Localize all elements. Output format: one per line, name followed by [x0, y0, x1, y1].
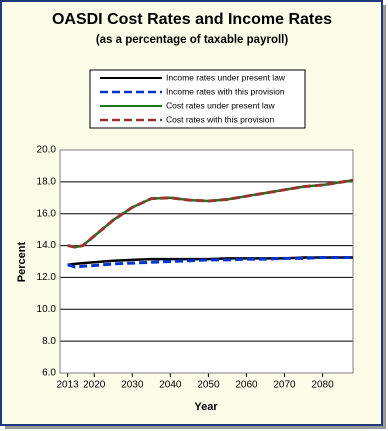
y-tick-label: 12.0 — [37, 272, 57, 283]
x-axis-label: Year — [194, 401, 218, 413]
x-tick-label: 2060 — [235, 380, 258, 391]
chart-title: OASDI Cost Rates and Income Rates — [52, 11, 332, 28]
x-tick-label: 2050 — [197, 380, 220, 391]
legend-label: Income rates under present law — [166, 72, 286, 82]
y-tick-label: 8.0 — [42, 336, 56, 347]
plot-border — [59, 149, 354, 374]
legend-label: Cost rates with this provision — [166, 114, 274, 124]
y-axis-label: Percent — [16, 241, 28, 282]
y-tick-label: 18.0 — [37, 176, 57, 187]
series-line — [67, 256, 353, 269]
y-tick-label: 20.0 — [37, 145, 57, 156]
series-line — [67, 178, 354, 249]
y-tick-label: 6.0 — [42, 368, 56, 379]
legend-label: Cost rates under present law — [166, 100, 276, 110]
x-tick-label: 2070 — [273, 380, 296, 391]
y-tick-label: 16.0 — [37, 208, 57, 219]
legend-box — [89, 69, 306, 129]
y-tick-label: 10.0 — [37, 304, 57, 315]
x-tick-label: 2080 — [311, 380, 334, 391]
x-tick-label: 2013 — [56, 380, 79, 391]
legend-label: Income rates with this provision — [166, 86, 285, 96]
y-tick-label: 14.0 — [37, 240, 57, 251]
x-tick-label: 2030 — [121, 380, 144, 391]
chart-subtitle: (as a percentage of taxable payroll) — [96, 34, 289, 46]
x-tick-label: 2040 — [159, 380, 182, 391]
x-tick-label: 2020 — [83, 380, 106, 391]
